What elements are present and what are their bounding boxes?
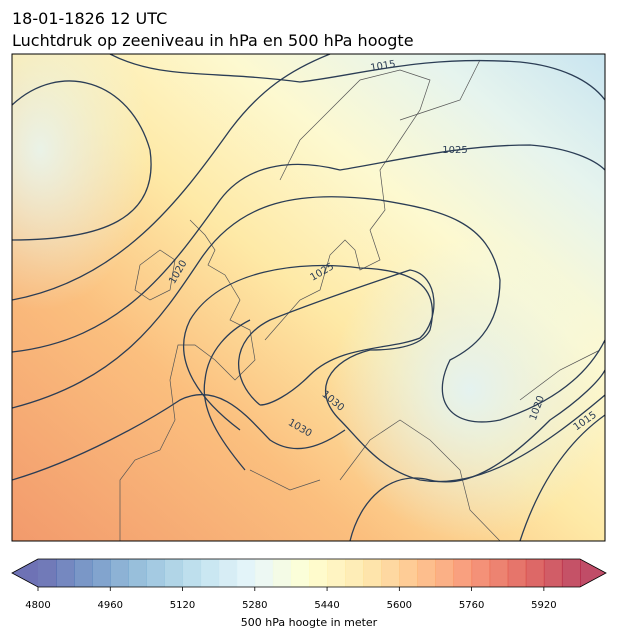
colorbar-segment (146, 559, 165, 587)
colorbar-label: 500 hPa hoogte in meter (241, 616, 378, 629)
colorbar-extend (12, 559, 38, 587)
shade (330, 240, 605, 540)
colorbar-segment (363, 559, 382, 587)
contours (12, 54, 605, 541)
colorbar-segment (200, 559, 220, 587)
colorbar-segment (128, 559, 147, 587)
colorbar-segment (56, 559, 75, 587)
title-line: 18-01-1826 12 UTC (12, 9, 167, 28)
colorbar-segment (254, 559, 274, 587)
colorbar-segment (381, 559, 400, 587)
colorbar-segment (218, 559, 238, 587)
contour-label: 1015 (370, 59, 397, 74)
colorbar-segment (435, 559, 455, 587)
title-line: Luchtdruk op zeeniveau in hPa en 500 hPa… (12, 31, 414, 50)
colorbar-segment (561, 559, 581, 587)
colorbar-outline (11, 558, 607, 588)
coastlines (119, 59, 601, 541)
map (12, 54, 605, 541)
colorbar-segment (74, 559, 93, 587)
colorbar-segment (182, 559, 202, 587)
shade (12, 54, 150, 310)
colorbar-tick-label: 5600 (387, 600, 412, 611)
colorbar-segment (110, 559, 129, 587)
colorbar-tick-label: 5440 (314, 600, 339, 611)
colorbar-segment (471, 559, 491, 587)
colorbar-segment (453, 559, 473, 587)
colorbar-segment (272, 559, 292, 587)
colorbar-segment (236, 559, 256, 587)
colorbar-tick-label: 5760 (459, 600, 484, 611)
colorbar-tick-label: 5280 (242, 600, 267, 611)
colorbar-tick-label: 4800 (25, 600, 50, 611)
colorbar-segment (417, 559, 436, 587)
colorbar-segment (507, 559, 527, 587)
colorbar-segment (164, 559, 184, 587)
colorbar-segment (525, 559, 545, 587)
colorbar-tick-label: 5120 (170, 600, 195, 611)
contour-label: 1025 (442, 145, 467, 156)
colorbar-segment (543, 559, 563, 587)
colorbar-tick-label: 5920 (531, 600, 556, 611)
colorbar: 4800 4960 5120 5280 5440 5600 5760 5920 (11, 558, 607, 611)
map-frame (11, 53, 606, 542)
colorbar-segment (38, 559, 57, 587)
colorbar-segment (92, 559, 111, 587)
colorbar-segment (290, 559, 310, 587)
colorbar-segment (489, 559, 509, 587)
colorbar-segment (309, 559, 328, 587)
colorbar-segment (327, 559, 346, 587)
colorbar-segment (399, 559, 418, 587)
colorbar-extend (580, 559, 606, 587)
colorbar-tick-label: 4960 (98, 600, 123, 611)
colorbar-segment (345, 559, 364, 587)
